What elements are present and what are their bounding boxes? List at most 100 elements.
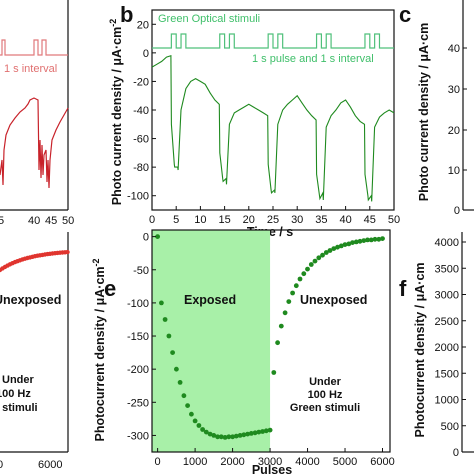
panel-b-x-tick-label: 50 bbox=[388, 214, 400, 226]
panel-c-y-tick: 0 bbox=[454, 205, 460, 217]
panel-a-x-ticks: 5 40 45 50 bbox=[0, 215, 74, 227]
panel-f-y-tick-label: 2500 bbox=[435, 316, 459, 328]
panel-e-data-point bbox=[338, 243, 344, 249]
panel-f-y-tick-label: 2000 bbox=[435, 342, 459, 354]
panel-letter-b: b bbox=[120, 2, 133, 27]
panel-e-x-tick-label: 4000 bbox=[295, 456, 319, 468]
panel-e-data-point bbox=[260, 429, 265, 434]
panel-f-y-tick-label: 3000 bbox=[435, 290, 459, 302]
panel-f-y-tick-label: 500 bbox=[441, 421, 459, 433]
panel-e-data-point bbox=[376, 236, 382, 242]
panel-e-y-tick-label: -150 bbox=[127, 331, 149, 343]
panel-e-data-point bbox=[207, 431, 213, 437]
panel-e-data-point bbox=[252, 430, 258, 436]
panel-e-stim-line2: 100 Hz bbox=[308, 389, 343, 401]
panel-e-data-point bbox=[301, 271, 307, 277]
panel-f-y-label: Photocurrent density / μA·cm bbox=[413, 262, 427, 437]
panel-e-data-point bbox=[263, 428, 269, 434]
panel-e-y-label-main: Photocurrent density / μA·cm bbox=[93, 266, 107, 441]
panel-e-data-point bbox=[316, 255, 322, 261]
panel-e-data-point bbox=[218, 434, 224, 440]
panel-e-data-point bbox=[181, 393, 187, 399]
panel-f: f Photocurrent density / μA·cm 4000 3500 3… bbox=[399, 232, 474, 459]
panel-b-x-tick-label: 5 bbox=[173, 214, 179, 226]
panel-e-data-point bbox=[320, 252, 325, 258]
panel-f-y-tick-label: 1000 bbox=[435, 395, 459, 407]
panel-d-x-tick: 0 bbox=[0, 459, 3, 471]
panel-e-data-point bbox=[211, 433, 217, 438]
panel-b-x-tick-label: 15 bbox=[218, 214, 230, 226]
panel-e-exposed-region bbox=[152, 230, 271, 452]
panel-b-y-tick-label: 0 bbox=[143, 48, 149, 60]
panel-e-data-point bbox=[192, 418, 198, 424]
panel-d-data-point bbox=[65, 249, 70, 255]
panel-e-exposed-label: Exposed bbox=[184, 293, 236, 307]
panel-f-y-tick-label: 4000 bbox=[435, 237, 459, 249]
panel-e-data-point bbox=[275, 340, 280, 346]
panel-e-unexposed-label: Unexposed bbox=[300, 293, 367, 307]
panel-e-data-point bbox=[222, 435, 228, 440]
panel-a-pulse-trace bbox=[0, 39, 68, 56]
panel-e-data-point bbox=[290, 290, 295, 296]
panel-e-data-point bbox=[241, 432, 247, 438]
panel-f-y-ticks: 4000 3500 3000 2500 2000 1500 1000 500 0 bbox=[435, 237, 466, 459]
panel-e: e -300 -250 -200 -150 -100 -50 0 0 1000 2000 3000… bbox=[91, 229, 395, 474]
panel-e-data-point bbox=[170, 350, 176, 355]
panel-e-x-label: Pulses bbox=[252, 463, 292, 474]
panel-b-x-ticks: 0 5 10 15 20 25 30 35 40 45 50 bbox=[149, 206, 400, 226]
panel-e-data-point bbox=[357, 238, 363, 244]
panel-e-data-point bbox=[372, 236, 378, 242]
panel-letter-f: f bbox=[399, 276, 407, 301]
panel-b-y-tick-label: 20 bbox=[137, 19, 149, 31]
panel-e-data-point bbox=[327, 248, 333, 253]
panel-e-data-point bbox=[312, 258, 318, 264]
panel-e-data-point bbox=[166, 333, 172, 339]
panel-b: b Green Optical stimuli 1 s pulse and 1 … bbox=[108, 2, 400, 239]
panel-c-y-label: Photo current density / μA·cm bbox=[417, 23, 431, 202]
panel-e-green-points bbox=[155, 234, 385, 440]
panel-b-x-tick-label: 10 bbox=[194, 214, 206, 226]
panel-e-y-label: Photocurrent density / μA·cm-2 bbox=[91, 258, 107, 441]
panel-e-data-point bbox=[159, 300, 164, 306]
panel-e-y-tick-label: -50 bbox=[133, 265, 149, 277]
panel-b-legend-bottom: 1 s pulse and 1 s interval bbox=[252, 53, 374, 65]
panel-e-data-point bbox=[282, 310, 288, 316]
panel-b-y-tick-label: -100 bbox=[127, 191, 149, 203]
panel-e-data-point bbox=[185, 403, 191, 408]
panel-e-data-point bbox=[196, 423, 202, 428]
panel-c-y-tick: 10 bbox=[448, 165, 460, 177]
panel-b-x-tick-label: 40 bbox=[339, 214, 351, 226]
panel-b-pulse-trace bbox=[152, 33, 394, 49]
panel-d: Unexposed Under 100 Hz l stimuli 0 6000 bbox=[0, 232, 70, 471]
panel-e-data-point bbox=[346, 241, 352, 247]
panel-e-data-point bbox=[174, 366, 179, 372]
panel-c-y-tick: 30 bbox=[448, 84, 460, 96]
panel-b-y-tick-label: -80 bbox=[133, 162, 149, 174]
panel-e-x-tick-label: 0 bbox=[155, 456, 161, 468]
panel-e-data-point bbox=[323, 250, 329, 255]
panel-b-y-ticks: -100 -80 -60 -40 -20 0 20 bbox=[127, 19, 156, 203]
panel-e-y-tick-label: -300 bbox=[127, 430, 149, 442]
panel-e-data-point bbox=[155, 234, 161, 240]
panel-e-x-tick-label: 2000 bbox=[220, 456, 244, 468]
panel-e-data-point bbox=[361, 238, 367, 244]
panel-c-y-tick: 40 bbox=[448, 43, 460, 55]
panel-e-data-point bbox=[271, 370, 277, 375]
panel-e-data-point bbox=[267, 427, 273, 433]
panel-e-data-point bbox=[365, 237, 370, 243]
panel-d-red-points bbox=[0, 249, 70, 273]
panel-e-y-tick-label: -200 bbox=[127, 364, 149, 376]
panel-c-y-ticks: 40 30 20 10 0 bbox=[448, 43, 467, 217]
panel-e-data-point bbox=[189, 411, 194, 417]
panel-a-x-tick: 5 bbox=[0, 215, 4, 227]
panel-e-data-point bbox=[245, 431, 251, 437]
panel-f-y-tick-label: 3500 bbox=[435, 263, 459, 275]
panel-e-data-point bbox=[342, 242, 348, 248]
panel-e-data-point bbox=[308, 262, 314, 267]
panel-c-y-tick: 20 bbox=[448, 125, 460, 137]
panel-b-y-tick-label: -40 bbox=[133, 105, 149, 117]
panel-f-y-tick-label: 1500 bbox=[435, 368, 459, 380]
panel-e-data-point bbox=[233, 433, 239, 439]
panel-e-data-point bbox=[200, 427, 206, 432]
